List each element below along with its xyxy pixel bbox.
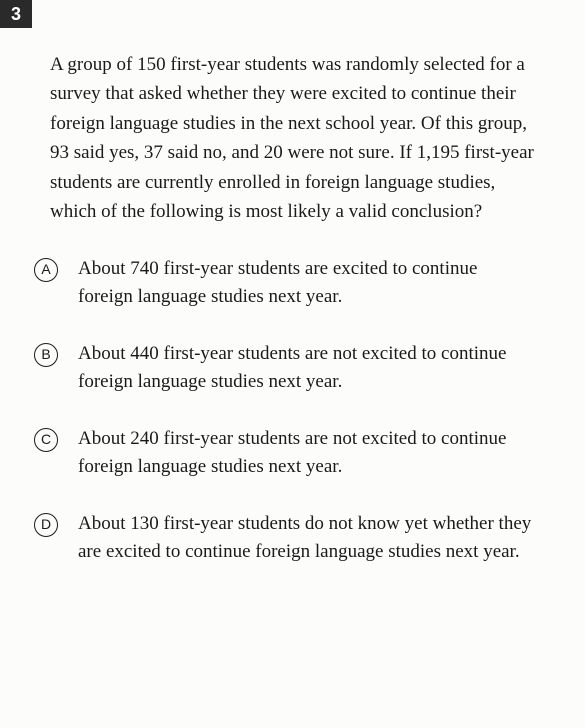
choice-text-d: About 130 first-year students do not kno…	[78, 510, 545, 567]
question-number: 3	[11, 4, 21, 25]
choice-letter-d: D	[34, 513, 58, 537]
question-text: A group of 150 first-year students was r…	[0, 0, 585, 247]
choices-container: A About 740 first-year students are exci…	[0, 247, 585, 567]
choice-letter-c: C	[34, 428, 58, 452]
choice-text-b: About 440 first-year students are not ex…	[78, 340, 545, 397]
choice-b[interactable]: B About 440 first-year students are not …	[34, 340, 545, 397]
choice-d[interactable]: D About 130 first-year students do not k…	[34, 510, 545, 567]
question-number-badge: 3	[0, 0, 32, 28]
choice-c[interactable]: C About 240 first-year students are not …	[34, 425, 545, 482]
choice-letter-a: A	[34, 258, 58, 282]
choice-text-c: About 240 first-year students are not ex…	[78, 425, 545, 482]
choice-letter-b: B	[34, 343, 58, 367]
choice-a[interactable]: A About 740 first-year students are exci…	[34, 255, 545, 312]
choice-text-a: About 740 first-year students are excite…	[78, 255, 545, 312]
